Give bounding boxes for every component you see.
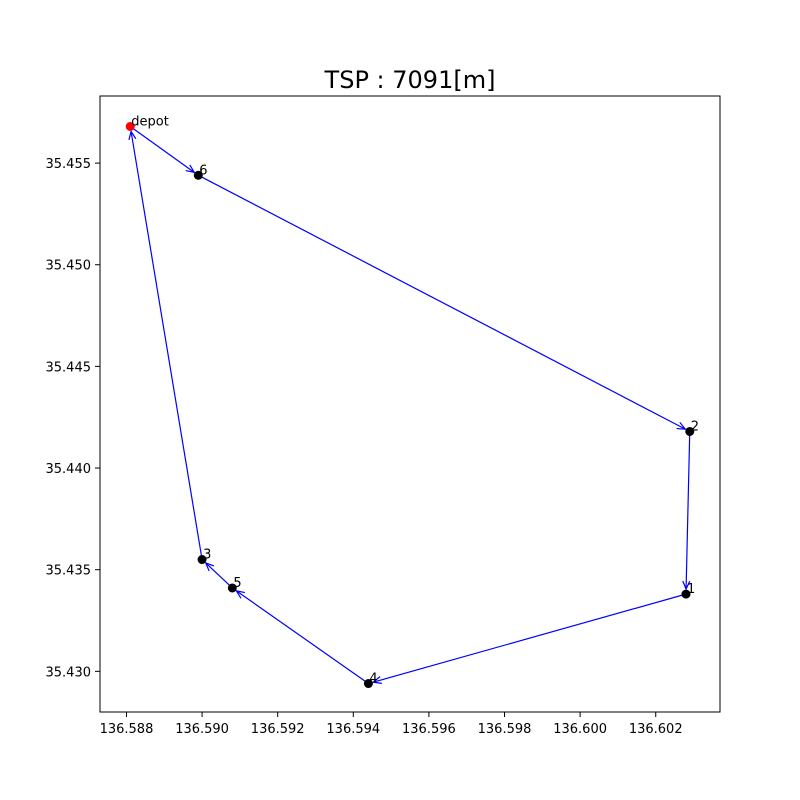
x-tick-label: 136.596 — [402, 722, 456, 737]
point-1 — [681, 589, 691, 599]
x-tick-label: 136.592 — [251, 722, 305, 737]
y-axis: 35.430 35.435 35.440 35.445 35.450 35.455 — [46, 157, 100, 680]
route-segment-4-to-5 — [236, 590, 368, 683]
route-arrowhead — [235, 589, 246, 599]
point-label-4: 4 — [369, 672, 377, 687]
route-segment-5-to-3 — [205, 562, 232, 588]
route-segment-depot-to-6 — [131, 127, 195, 173]
x-tick-label: 136.600 — [553, 722, 607, 737]
route-arrowhead — [371, 676, 382, 684]
point-label-2: 2 — [691, 419, 699, 434]
route-segment-1-to-4 — [373, 594, 685, 683]
y-tick-label: 35.445 — [46, 360, 92, 375]
route-layer — [128, 127, 691, 684]
point-2 — [685, 426, 695, 436]
point-label-5: 5 — [233, 576, 241, 591]
point-label-layer: depot 6 2 1 4 5 3 — [131, 114, 699, 686]
point-4 — [363, 679, 373, 689]
chart-title: TSP : 7091[m] — [324, 66, 496, 94]
route-arrowhead — [682, 580, 691, 591]
x-tick-label: 136.594 — [326, 722, 380, 737]
x-tick-label: 136.588 — [100, 722, 154, 737]
route-segment-3-to-depot — [130, 131, 203, 558]
point-6 — [193, 170, 203, 180]
point-depot — [125, 121, 135, 131]
point-layer — [125, 121, 695, 689]
route-arrowhead — [128, 129, 137, 141]
plot-frame — [99, 95, 721, 713]
y-tick-label: 35.450 — [46, 259, 92, 274]
x-axis: 136.588 136.590 136.592 136.594 136.596 136.5… — [100, 712, 683, 737]
route-arrowhead — [204, 561, 215, 572]
point-3 — [197, 555, 207, 565]
point-label-3: 3 — [203, 548, 211, 563]
y-tick-label: 35.440 — [46, 462, 92, 477]
point-label-depot: depot — [131, 114, 169, 129]
point-label-1: 1 — [687, 582, 695, 597]
route-arrowhead — [185, 164, 196, 174]
route-segment-6-to-2 — [199, 175, 686, 430]
y-tick-label: 35.455 — [46, 157, 92, 172]
y-tick-label: 35.435 — [46, 564, 92, 579]
point-label-6: 6 — [199, 163, 207, 178]
x-tick-label: 136.598 — [478, 722, 532, 737]
x-tick-label: 136.602 — [629, 722, 683, 737]
route-arrowhead — [676, 421, 687, 430]
route-segment-2-to-1 — [685, 433, 691, 590]
point-5 — [227, 583, 237, 593]
y-tick-label: 35.430 — [46, 665, 92, 680]
x-tick-label: 136.590 — [175, 722, 229, 737]
